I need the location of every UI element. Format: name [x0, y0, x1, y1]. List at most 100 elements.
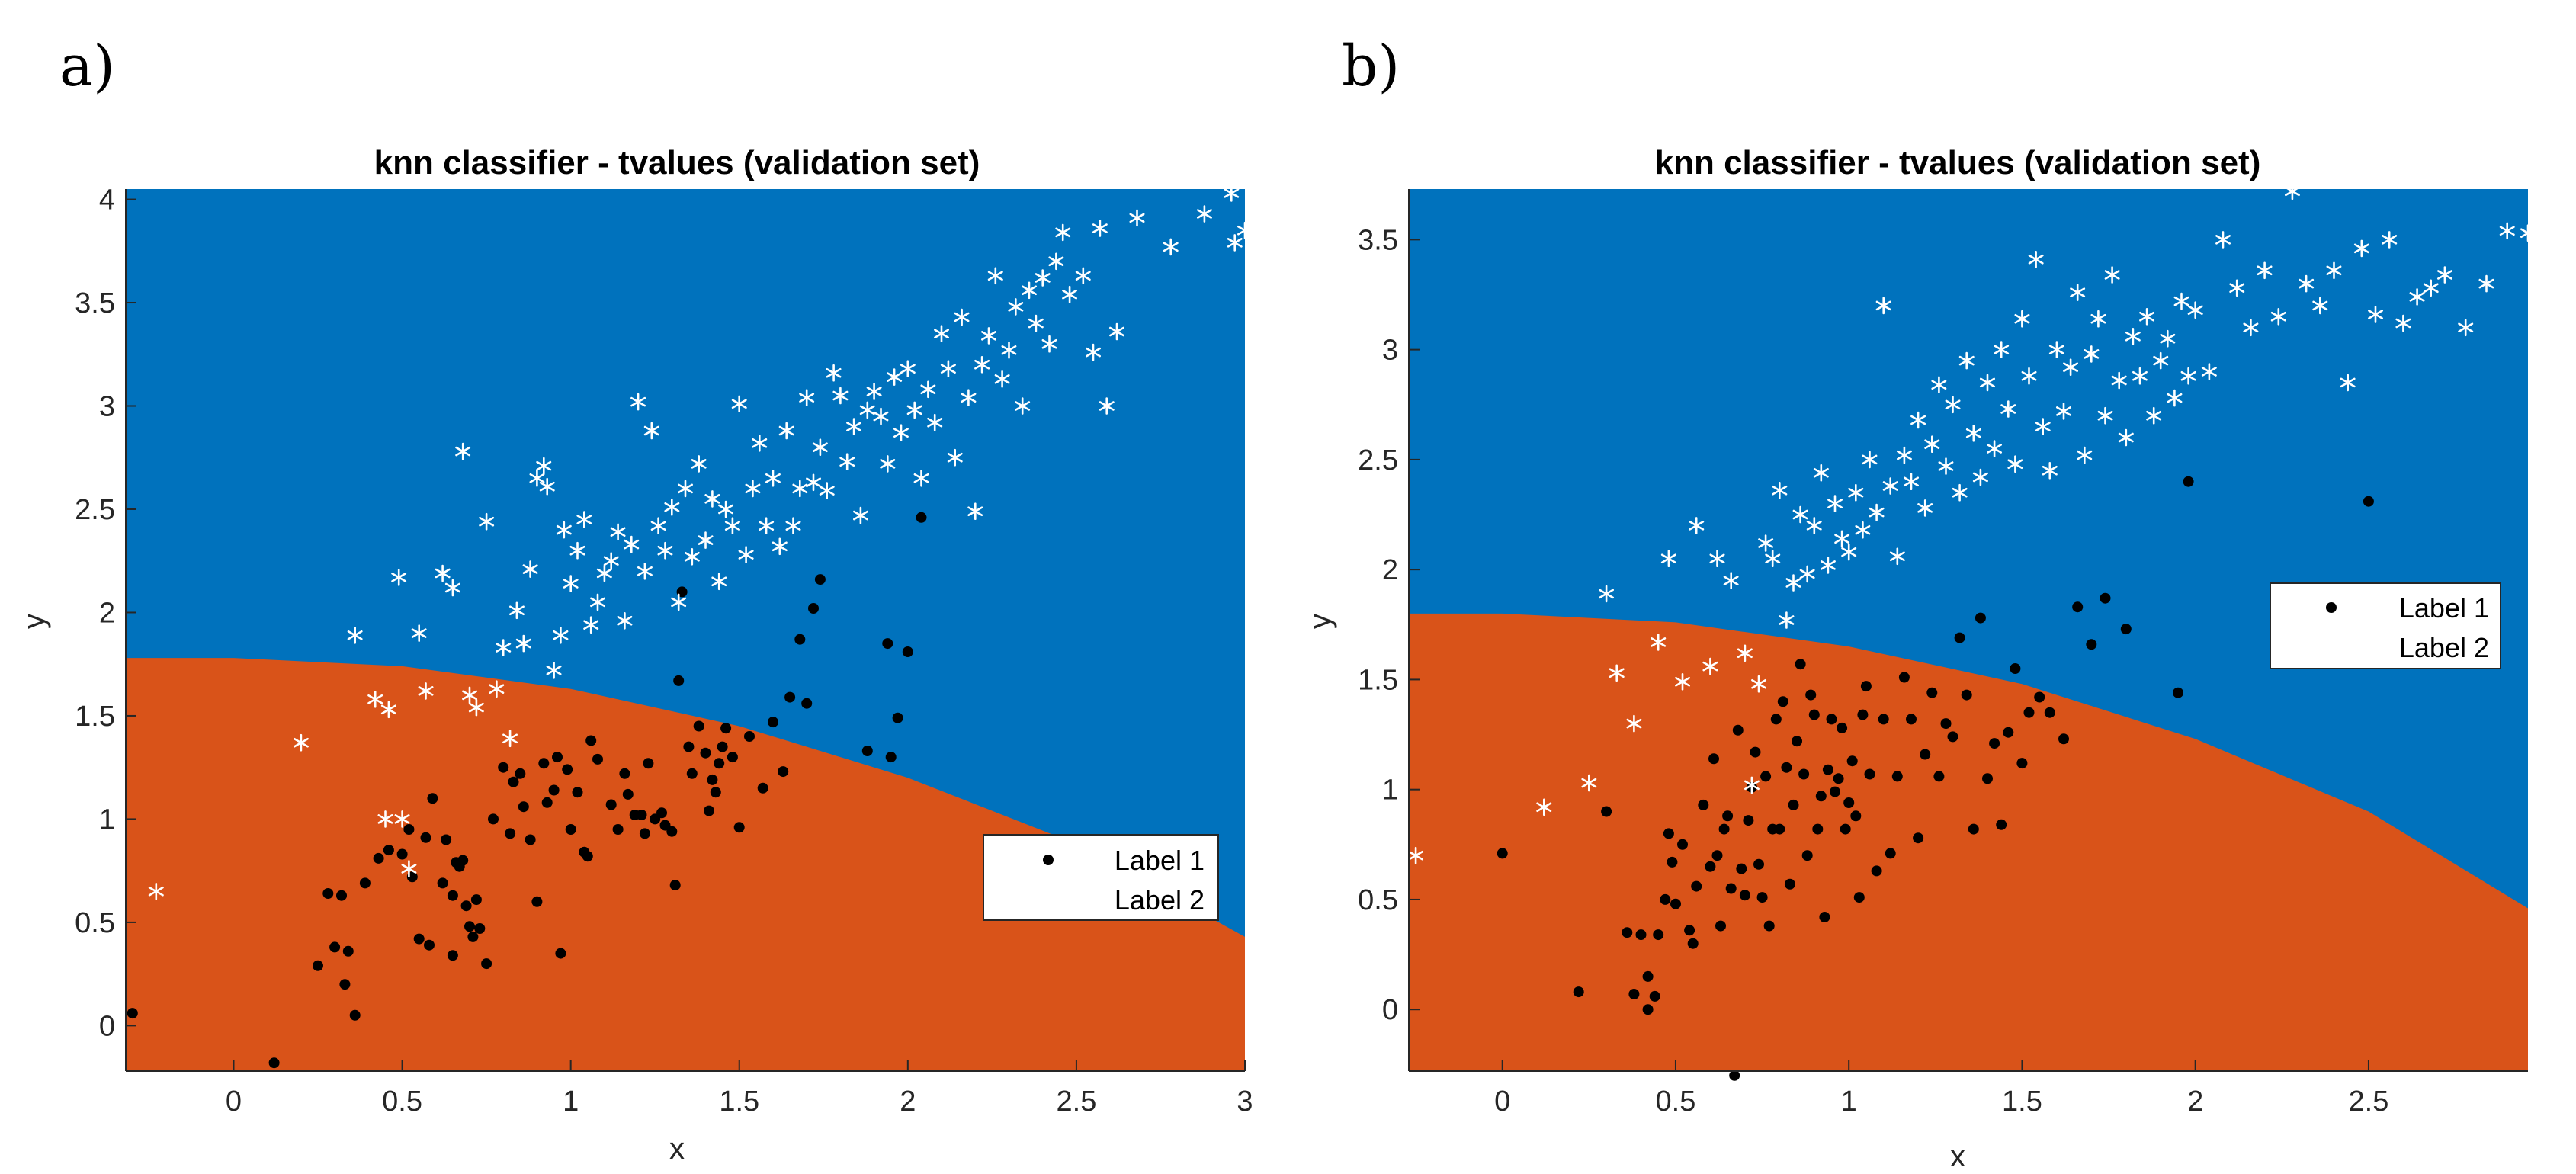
panel-b-point-label-1: [1756, 892, 1768, 903]
panel-a-point-label-2: [826, 364, 842, 382]
panel-a-point-label-2: [462, 686, 478, 704]
panel-b-point-label-1: [1850, 810, 1862, 822]
panel-b-point-label-2: [2097, 406, 2113, 425]
panel-b-point-label-1: [1940, 718, 1952, 730]
panel-a-point-label-1: [892, 712, 903, 723]
panel-b-point-label-1: [1497, 848, 1508, 859]
panel-a-y-axis-label: y: [18, 614, 51, 629]
panel-a-point-label-2: [617, 611, 633, 630]
panel-b-point-label-2: [1660, 550, 1676, 568]
panel-b-point-label-2: [1651, 634, 1667, 651]
panel-b-point-label-1: [1840, 823, 1851, 835]
panel-a-point-label-2: [1099, 397, 1115, 415]
panel-b-point-label-2: [2077, 446, 2093, 464]
panel-b-point-label-1: [2044, 707, 2055, 718]
panel-a-point-label-2: [1062, 285, 1077, 303]
panel-b-point-label-1: [1891, 771, 1903, 782]
panel-a-point-label-1: [666, 826, 678, 837]
panel-b-point-label-1: [2016, 758, 2028, 769]
panel-b-point-label-2: [1408, 846, 1423, 864]
panel-a-point-label-2: [987, 267, 1003, 285]
panel-a-point-label-2: [1163, 238, 1179, 256]
panel-b-point-label-1: [1996, 819, 2007, 830]
panel-a-point-label-2: [752, 434, 768, 452]
panel-a-point-label-2: [630, 393, 646, 411]
panel-b-point-label-1: [1722, 810, 1734, 822]
panel-b-point-label-1: [1670, 898, 1681, 909]
panel-a-y-tick-label: 4: [99, 184, 115, 217]
panel-a-point-label-1: [525, 834, 536, 845]
panel-b-plot-area: 0 0.5 1 1.5 2 2.5 0 0.5 1 1.5 2 2.5 3 3.5: [1358, 182, 2536, 1118]
panel-b-point-label-2: [1709, 550, 1725, 568]
panel-b-point-label-2: [1785, 574, 1801, 592]
panel-a-point-label-1: [700, 747, 711, 759]
panel-b-x-tick-label: 1.5: [2002, 1086, 2042, 1118]
panel-b-point-label-2: [1821, 557, 1836, 574]
panel-a-point-label-1: [470, 894, 482, 906]
panel-a-point-label-2: [569, 541, 585, 560]
panel-a-point-label-1: [565, 824, 576, 835]
panel-b-point-label-2: [1965, 424, 1981, 442]
panel-b-point-label-1: [1933, 771, 1945, 782]
panel-b-point-label-1: [1653, 929, 1664, 941]
panel-b-point-label-2: [1994, 341, 2010, 358]
panel-a-point-label-1: [733, 822, 745, 833]
panel-a-point-label-2: [444, 579, 460, 597]
panel-b-point-label-2: [2042, 461, 2058, 480]
panel-a-point-label-2: [1041, 335, 1057, 353]
panel-a-legend-label-2: Label 2: [1115, 884, 1205, 916]
panel-b-point-label-2: [1626, 714, 1642, 733]
panel-a-x-tick-label: 0.5: [382, 1086, 422, 1118]
panel-b-legend-box: [2270, 582, 2501, 669]
panel-b-point-label-1: [1784, 878, 1795, 890]
panel-b-point-label-1: [1691, 880, 1702, 892]
panel-a-point-label-1: [313, 960, 323, 971]
panel-a-point-label-1: [707, 774, 718, 785]
panel-a-point-label-1: [268, 1057, 280, 1069]
panel-a-point-label-1: [508, 776, 519, 787]
panel-b-point-label-2: [1855, 521, 1871, 539]
panel-a-point-label-2: [711, 573, 727, 591]
panel-b-legend-label-2: Label 2: [2399, 632, 2489, 663]
panel-b-point-label-2: [1834, 530, 1850, 548]
panel-b-x-tick-label: 2: [2187, 1086, 2203, 1118]
panel-a-point-label-2: [934, 325, 949, 343]
panel-a-point-label-1: [885, 752, 897, 763]
panel-a-point-label-2: [792, 480, 808, 498]
panel-b-point-label-2: [2368, 306, 2383, 323]
panel-a-point-label-2: [954, 308, 970, 326]
panel-a-point-label-1: [488, 813, 499, 825]
panel-a-x-tick-label: 2: [900, 1086, 916, 1118]
panel-b-point-label-1: [1708, 753, 1719, 765]
panel-b-point-label-1: [1878, 714, 1889, 725]
panel-a-point-label-1: [359, 877, 371, 889]
panel-a-point-label-1: [656, 807, 667, 819]
panel-b-point-label-1: [1729, 1070, 1740, 1081]
panel-a-point-label-1: [768, 717, 778, 728]
panel-a-x-tick-label: 0: [226, 1086, 242, 1118]
panel-a-letter: a): [59, 34, 115, 99]
panel-a-point-label-2: [1055, 223, 1071, 242]
panel-b-point-label-1: [1830, 786, 1840, 797]
panel-a-point-label-1: [424, 939, 435, 951]
panel-a-point-label-2: [853, 506, 868, 524]
panel-b-point-label-2: [1609, 664, 1625, 682]
panel-a-point-label-1: [339, 979, 351, 990]
panel-a-point-label-2: [887, 368, 903, 386]
panel-a-point-label-2: [981, 327, 996, 345]
panel-a-y-tick-label: 0.5: [75, 907, 115, 939]
panel-b-point-label-2: [1924, 435, 1940, 454]
panel-b-point-label-2: [1972, 468, 1988, 486]
panel-a-point-label-2: [643, 422, 659, 440]
panel-b-point-label-1: [2034, 691, 2045, 703]
panel-b: b) knn classifier - tvalues (validation …: [1304, 34, 2536, 1173]
panel-b-point-label-1: [1860, 681, 1872, 692]
panel-b-point-label-1: [1753, 858, 1764, 870]
panel-a-point-label-1: [322, 888, 334, 899]
panel-b-point-label-1: [1898, 672, 1910, 683]
panel-a-point-label-1: [474, 923, 486, 934]
panel-a-point-label-2: [650, 517, 666, 535]
panel-a-point-label-1: [552, 752, 563, 763]
panel-b-point-label-1: [1760, 771, 1772, 782]
